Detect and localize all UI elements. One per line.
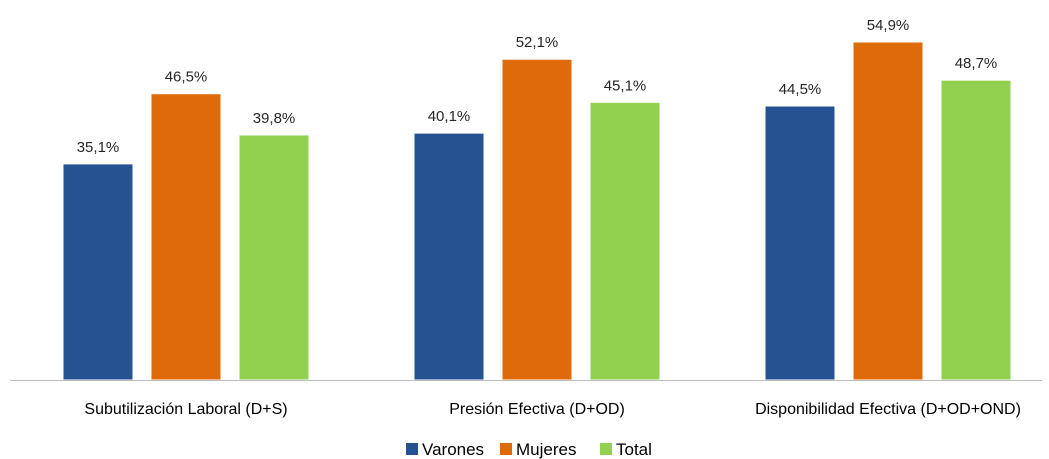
bar-varones-1 — [62, 163, 134, 381]
value-labels-layer: 35,1% 46,5% 39,8% 40,1% 52,1% 45,1% 44,5% 54,9%… — [77, 17, 998, 156]
legend-label-varones: Varones — [422, 440, 484, 459]
legend-label-total: Total — [616, 440, 652, 459]
legend-swatch-total — [600, 443, 612, 455]
category-label-3: Disponibilidad Efectiva (D+OD+OND) — [755, 401, 1021, 418]
bar-varones-3 — [764, 105, 836, 381]
bar-varones-2 — [413, 132, 485, 381]
value-label-mujeres-3: 54,9% — [867, 17, 910, 34]
bar-total-2 — [589, 101, 661, 381]
legend: Varones Mujeres Total — [406, 440, 652, 459]
value-label-varones-2: 40,1% — [428, 108, 471, 125]
bars-layer — [62, 41, 1012, 381]
value-label-total-2: 45,1% — [604, 77, 647, 94]
bar-total-3 — [940, 79, 1012, 381]
legend-label-mujeres: Mujeres — [516, 440, 576, 459]
value-label-total-1: 39,8% — [253, 110, 296, 127]
bar-mujeres-3 — [852, 41, 924, 381]
legend-swatch-varones — [406, 443, 418, 455]
category-labels-layer: Subutilización Laboral (D+S) Presión Efec… — [84, 401, 1021, 418]
legend-swatch-mujeres — [500, 443, 512, 455]
category-label-1: Subutilización Laboral (D+S) — [84, 401, 287, 418]
bar-total-1 — [238, 134, 310, 381]
value-label-varones-3: 44,5% — [779, 81, 822, 98]
bar-mujeres-2 — [501, 58, 573, 381]
bar-mujeres-1 — [150, 93, 222, 381]
value-label-varones-1: 35,1% — [77, 139, 120, 156]
value-label-mujeres-1: 46,5% — [165, 69, 208, 86]
value-label-total-3: 48,7% — [955, 55, 998, 72]
category-label-2: Presión Efectiva (D+OD) — [449, 401, 625, 418]
value-label-mujeres-2: 52,1% — [516, 34, 559, 51]
